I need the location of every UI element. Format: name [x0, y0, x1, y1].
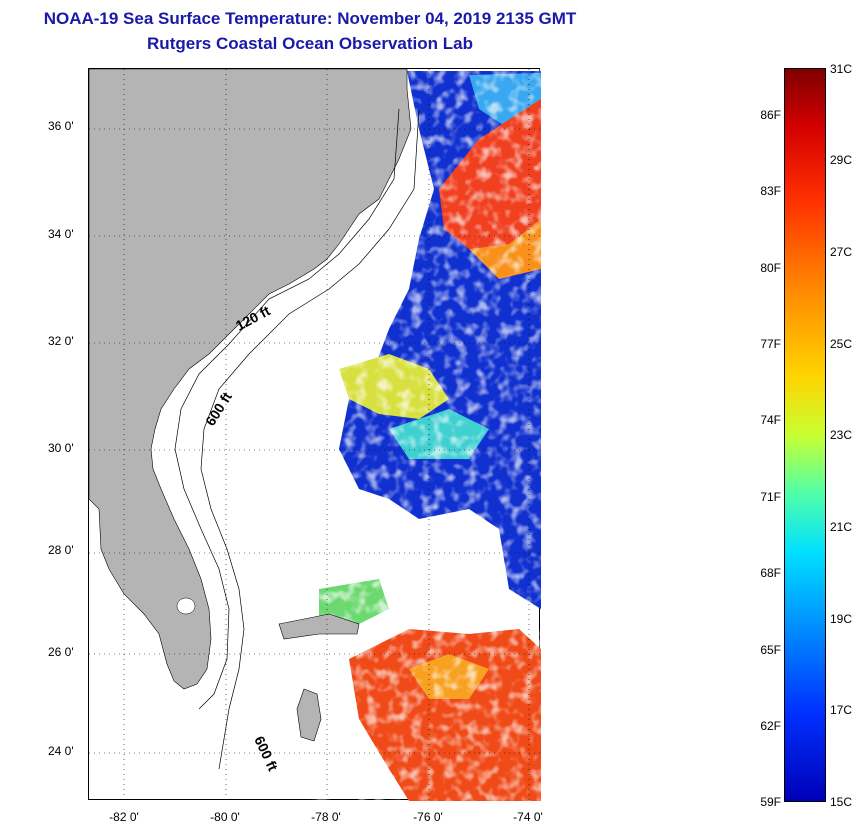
isobath-120ft — [174, 108, 400, 710]
sst-map: 120 ft 600 ft 600 ft — [88, 68, 541, 801]
colorbar-c-15: 15C — [830, 795, 853, 809]
lon-label-82: -82 0' — [109, 810, 139, 824]
map-title: NOAA-19 Sea Surface Temperature: Novembe… — [43, 9, 577, 28]
land-us-coast — [89, 69, 412, 690]
colorbar-f-80: 80F — [760, 261, 781, 275]
colorbar-f-68: 68F — [760, 566, 781, 580]
map-subtitle: Rutgers Coastal Ocean Observation Lab — [147, 34, 473, 53]
graticule — [89, 69, 541, 801]
colorbar-c-27: 27C — [830, 245, 853, 259]
colorbar-c-21: 21C — [830, 520, 853, 534]
lon-label-74: -74 0' — [513, 810, 543, 824]
lon-label-78: -78 0' — [311, 810, 341, 824]
isobath-label-600-north: 600 ft — [202, 389, 235, 429]
lat-label-28: 28 0' — [48, 543, 74, 557]
colorbar-c-23: 23C — [830, 428, 853, 442]
colorbar-f-77: 77F — [760, 337, 781, 351]
lat-label-36: 36 0' — [48, 119, 74, 133]
lat-label-26: 26 0' — [48, 645, 74, 659]
land-bahamas-andros — [296, 688, 322, 742]
colorbar-f-65: 65F — [760, 643, 781, 657]
colorbar-c-25: 25C — [830, 337, 853, 351]
lat-label-32: 32 0' — [48, 334, 74, 348]
lon-label-76: -76 0' — [413, 810, 443, 824]
lake-okeechobee — [176, 597, 196, 615]
lat-label-24: 24 0' — [48, 744, 74, 758]
colorbar-c-19: 19C — [830, 612, 853, 626]
colorbar-f-62: 62F — [760, 719, 781, 733]
colorbar-f-86: 86F — [760, 108, 781, 122]
colorbar-f-74: 74F — [760, 413, 781, 427]
map-canvas: 120 ft 600 ft 600 ft — [89, 69, 541, 801]
temperature-colorbar — [784, 68, 826, 802]
colorbar-f-59: 59F — [760, 795, 781, 809]
lat-label-30: 30 0' — [48, 441, 74, 455]
colorbar-f-71: 71F — [760, 490, 781, 504]
isobath-600ft — [200, 108, 420, 770]
colorbar-c-29: 29C — [830, 153, 853, 167]
colorbar-c-31: 31C — [830, 62, 853, 76]
lat-label-34: 34 0' — [48, 227, 74, 241]
land-bahamas-grand — [278, 613, 360, 640]
isobath-label-600-south: 600 ft — [251, 734, 281, 774]
colorbar-c-17: 17C — [830, 703, 853, 717]
lon-label-80: -80 0' — [210, 810, 240, 824]
colorbar-f-83: 83F — [760, 184, 781, 198]
